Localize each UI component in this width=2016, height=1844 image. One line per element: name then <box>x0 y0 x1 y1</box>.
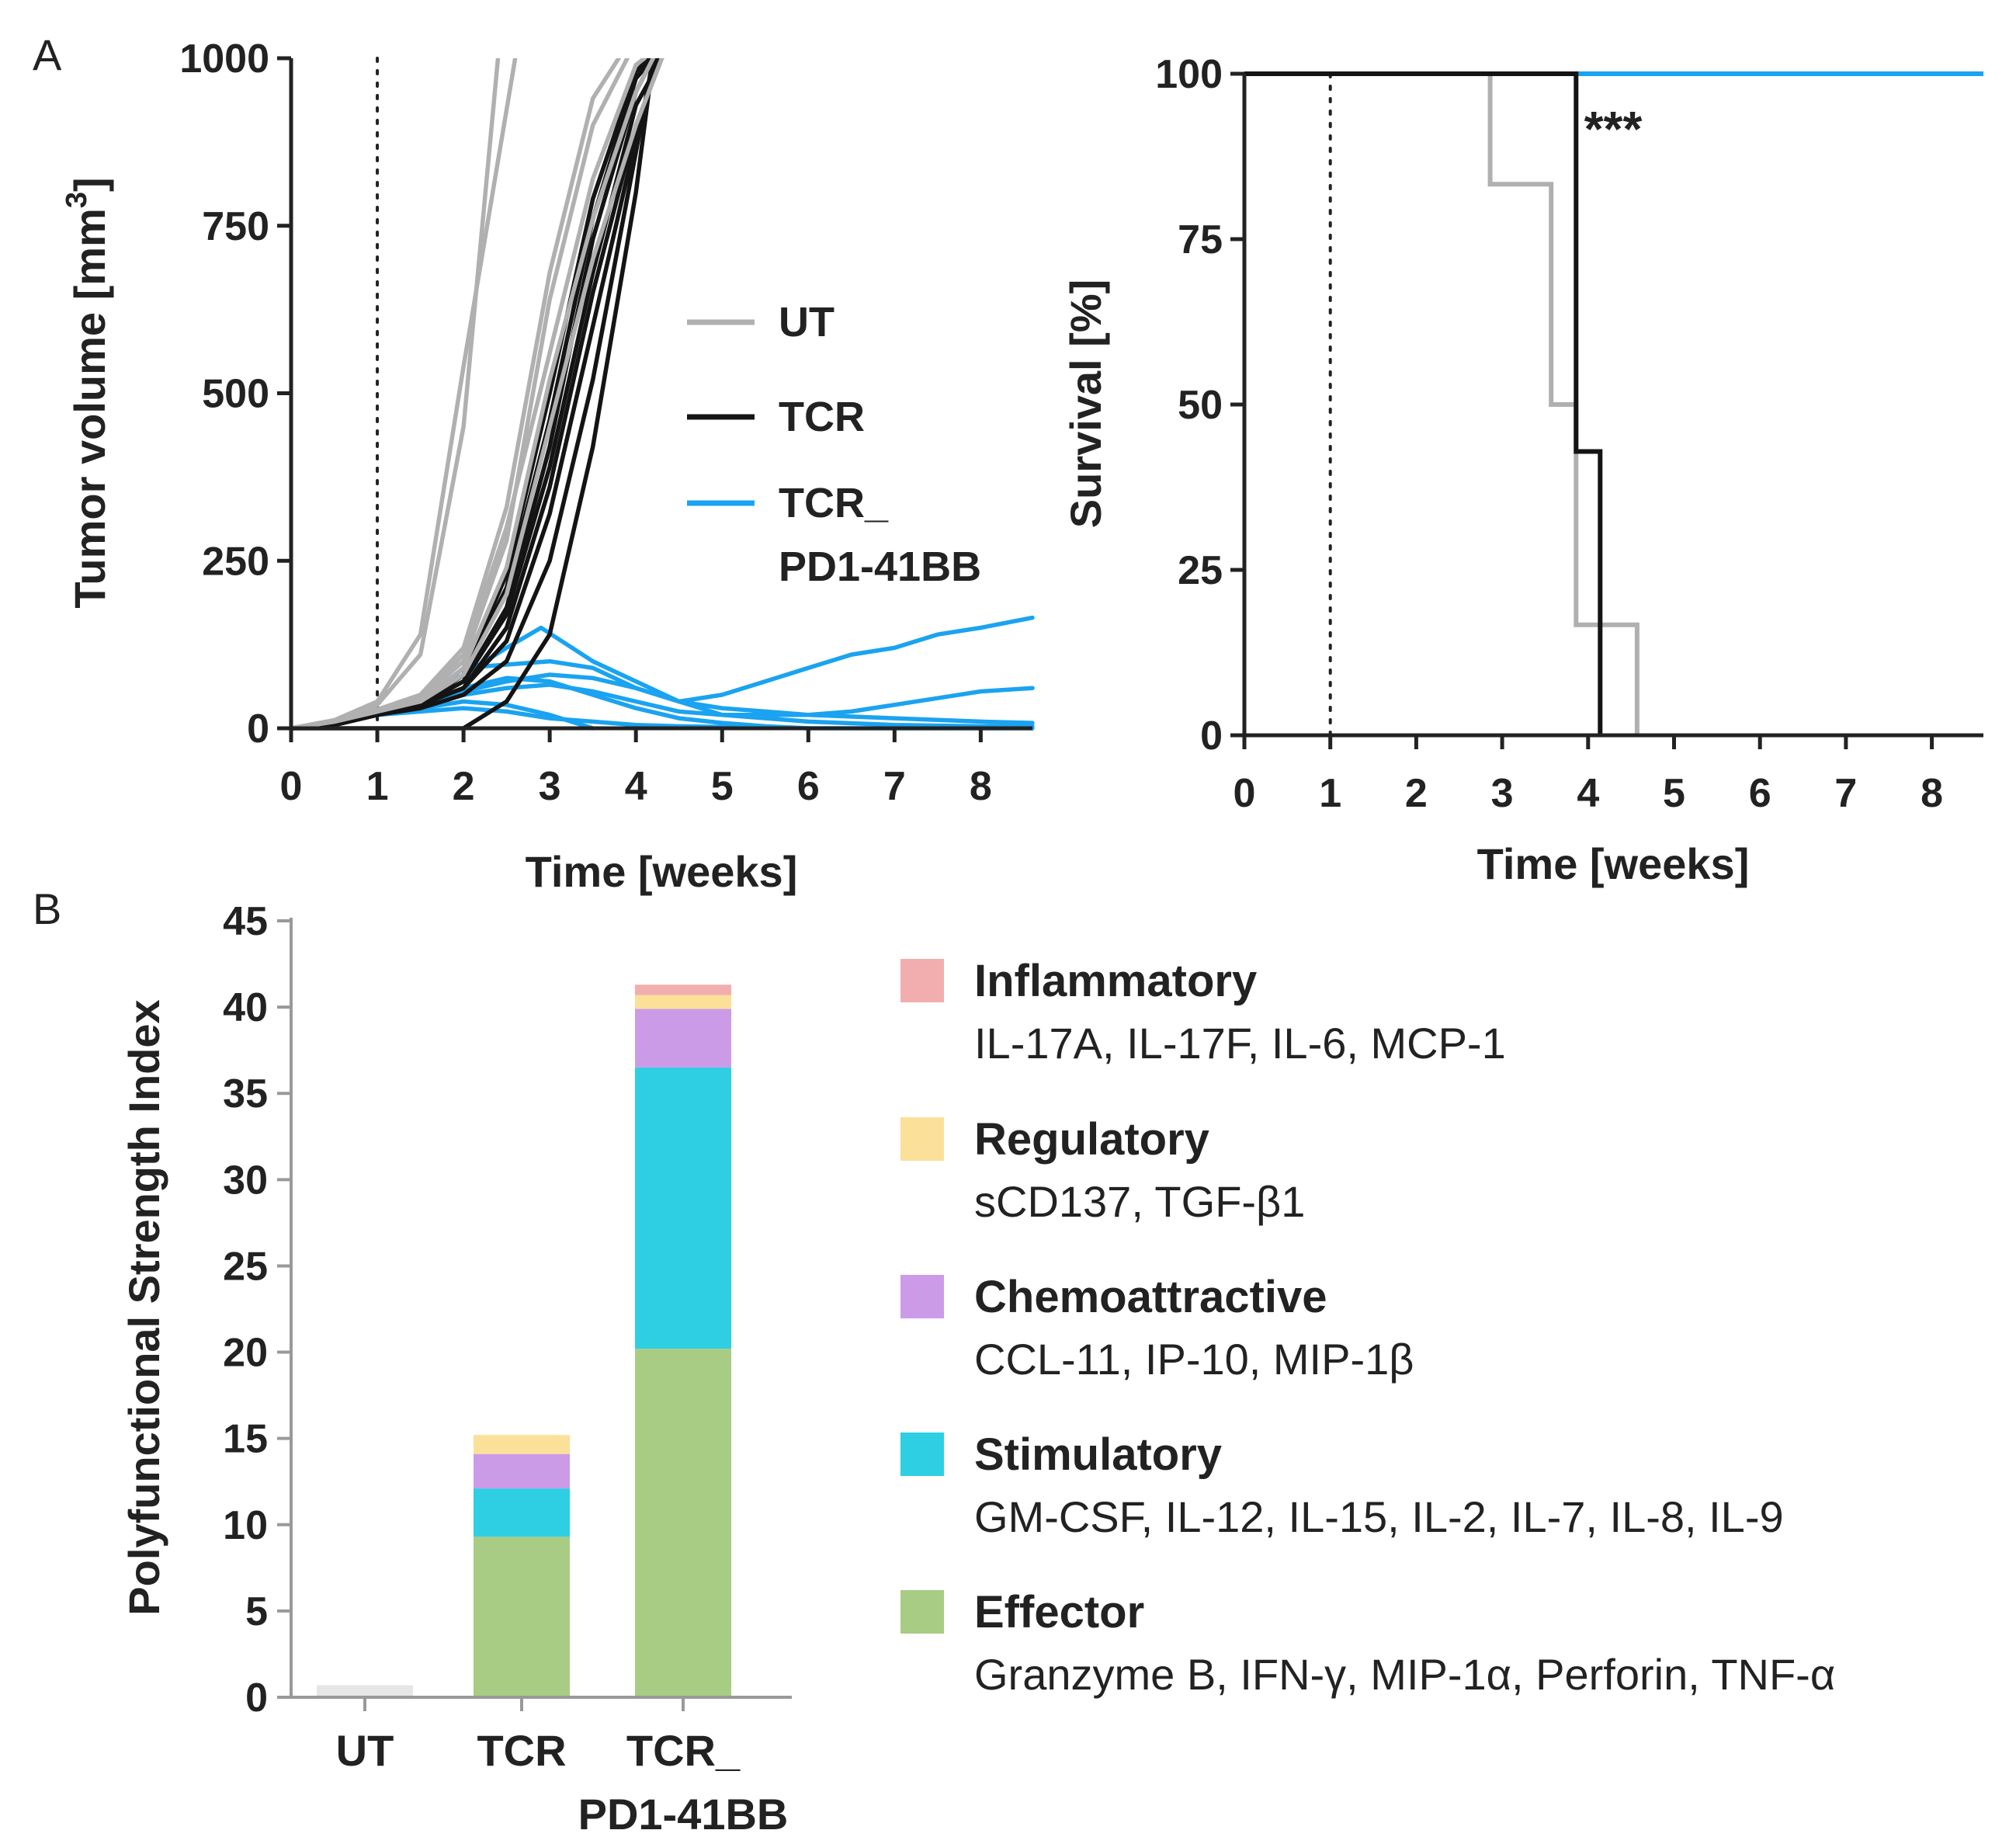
bar-segment-effector-1 <box>474 1537 570 1697</box>
tumor-volume-chart: 0 250 500 750 1000 0 1 2 3 4 5 6 7 8 Tumor volume [mm… <box>61 36 1035 896</box>
bar-segment-effector-0 <box>317 1685 413 1697</box>
tumor-x-tick-label: 3 <box>539 764 561 809</box>
tumor-x-tick-label: 5 <box>711 764 734 809</box>
legend-desc-stimulatory: GM-CSF, IL-12, IL-15, IL-2, IL-7, IL-8, … <box>974 1492 1784 1541</box>
survival-x-axis-label: Time [weeks] <box>1477 839 1750 888</box>
bar-y-tick-label: 35 <box>223 1071 268 1116</box>
tumor-series-ut-1 <box>289 58 501 731</box>
bar-segment-chemoattractive-2 <box>635 1009 731 1068</box>
bar-category-label: PD1-41BB <box>578 1790 789 1839</box>
legend-label-tcr-pd1-line1: TCR_ <box>779 480 889 526</box>
survival-y-axis-label: Survival [%] <box>1061 280 1110 529</box>
survival-x-tick-label: 3 <box>1491 771 1514 816</box>
legend-swatch-regulatory <box>900 1117 944 1161</box>
survival-y-tick-label: 0 <box>1200 714 1223 759</box>
survival-x-tick-label: 8 <box>1921 771 1943 816</box>
legend-desc-effector: Granzyme B, IFN-γ, MIP-1α, Perforin, TNF… <box>974 1650 1835 1699</box>
tumor-y-tick-label: 250 <box>202 539 269 584</box>
tumor-y-tick-label: 750 <box>202 204 269 249</box>
legend-swatch-chemoattractive <box>900 1275 944 1318</box>
bar-legend: Inflammatory IL-17A, IL-17F, IL-6, MCP-1 R… <box>900 956 1835 1699</box>
polyfunctional-bar-chart: UT TCR TCR_ PD1-41BB 0 5 10 15 20 25 30 35 40 45 Poly… <box>120 899 1835 1839</box>
survival-x-tick-label: 7 <box>1834 771 1857 816</box>
bar-y-tick-label: 10 <box>223 1503 268 1548</box>
survival-y-tick-label: 75 <box>1178 217 1223 262</box>
tumor-x-axis-label: Time [weeks] <box>526 847 798 896</box>
survival-ticks: 0 25 50 75 100 0 1 2 3 4 5 6 7 8 <box>1155 52 1943 816</box>
significance-annotation: *** <box>1584 101 1643 157</box>
stacked-bars <box>317 985 731 1697</box>
legend-swatch-effector <box>900 1590 944 1634</box>
bar-y-tick-label: 5 <box>245 1589 268 1634</box>
tumor-y-tick-label: 0 <box>247 707 269 752</box>
survival-x-tick-label: 0 <box>1234 771 1256 816</box>
tumor-series-ut-6 <box>289 58 621 731</box>
bar-y-tick-label: 30 <box>223 1158 268 1203</box>
legend-name-stimulatory: Stimulatory <box>974 1429 1222 1480</box>
tumor-x-tick-label: 4 <box>625 764 647 809</box>
tumor-y-tick-label: 1000 <box>179 36 269 82</box>
survival-lines <box>1244 71 1983 737</box>
bar-segment-stimulatory-2 <box>635 1067 731 1349</box>
panel-label-b: B <box>33 884 61 933</box>
legend-name-inflammatory: Inflammatory <box>974 956 1257 1006</box>
bar-y-tick-label: 45 <box>223 899 268 944</box>
bar-category-label: TCR_ <box>626 1726 741 1775</box>
tumor-x-tick-label: 7 <box>883 764 906 809</box>
tumor-x-tick-label: 2 <box>453 764 475 809</box>
tumor-y-tick-label: 500 <box>202 372 269 417</box>
tumor-x-tick-label: 8 <box>970 764 992 809</box>
survival-x-tick-label: 2 <box>1405 771 1428 816</box>
bar-y-tick-label: 40 <box>223 985 268 1030</box>
tumor-ticks: 0 250 500 750 1000 0 1 2 3 4 5 6 7 8 <box>179 36 992 809</box>
tumor-y-axis-label: Tumor volume [mm3] <box>61 177 114 608</box>
tumor-volume-lines <box>289 57 1035 731</box>
bar-segment-stimulatory-1 <box>474 1488 570 1537</box>
survival-y-tick-label: 100 <box>1155 52 1223 97</box>
bar-segment-inflammatory-2 <box>635 985 731 995</box>
survival-chart: 0 25 50 75 100 0 1 2 3 4 5 6 7 8 Survival [%] Time [w… <box>1061 52 1983 888</box>
survival-curve-tcr <box>1244 71 1603 735</box>
legend-desc-chemoattractive: CCL-11, IP-10, MIP-1β <box>974 1335 1414 1384</box>
survival-x-tick-label: 5 <box>1663 771 1685 816</box>
survival-y-tick-label: 50 <box>1178 383 1223 428</box>
legend-name-chemoattractive: Chemoattractive <box>974 1272 1327 1322</box>
bar-segment-chemoattractive-1 <box>474 1453 570 1489</box>
bar-segment-effector-2 <box>635 1349 731 1697</box>
panel-label-a: A <box>33 30 62 79</box>
legend-swatch-inflammatory <box>900 959 944 1002</box>
legend-label-tcr: TCR <box>779 394 865 440</box>
legend-name-regulatory: Regulatory <box>974 1114 1209 1165</box>
legend-label-ut: UT <box>779 299 835 346</box>
bar-y-tick-label: 25 <box>223 1244 268 1289</box>
legend-desc-inflammatory: IL-17A, IL-17F, IL-6, MCP-1 <box>974 1019 1506 1068</box>
tumor-x-tick-label: 1 <box>366 764 389 809</box>
legend-label-tcr-pd1-line2: PD1-41BB <box>779 543 981 590</box>
bar-segment-regulatory-2 <box>635 995 731 1009</box>
bar-segment-regulatory-1 <box>474 1435 570 1454</box>
survival-x-tick-label: 4 <box>1577 771 1599 816</box>
legend-swatch-stimulatory <box>900 1432 944 1476</box>
survival-x-tick-label: 1 <box>1319 771 1341 816</box>
legend-desc-regulatory: sCD137, TGF-β1 <box>974 1177 1305 1226</box>
bar-y-axis-label: Polyfunctional Strength Index <box>120 999 168 1615</box>
survival-x-tick-label: 6 <box>1749 771 1771 816</box>
bar-y-tick-label: 15 <box>223 1417 268 1462</box>
tumor-x-tick-label: 0 <box>280 764 303 809</box>
survival-y-tick-label: 25 <box>1178 548 1223 593</box>
bar-ticks: UT TCR TCR_ PD1-41BB 0 5 10 15 20 25 30 35 40 45 <box>223 899 788 1839</box>
bar-category-label: UT <box>336 1726 394 1775</box>
bar-category-label: TCR <box>477 1726 566 1775</box>
tumor-x-tick-label: 6 <box>797 764 820 809</box>
bar-y-tick-label: 0 <box>245 1676 268 1721</box>
bar-y-tick-label: 20 <box>223 1331 268 1376</box>
survival-curve-ut <box>1244 71 1640 735</box>
legend-name-effector: Effector <box>974 1587 1144 1637</box>
tumor-legend: UT TCR TCR_ PD1-41BB <box>687 299 981 590</box>
